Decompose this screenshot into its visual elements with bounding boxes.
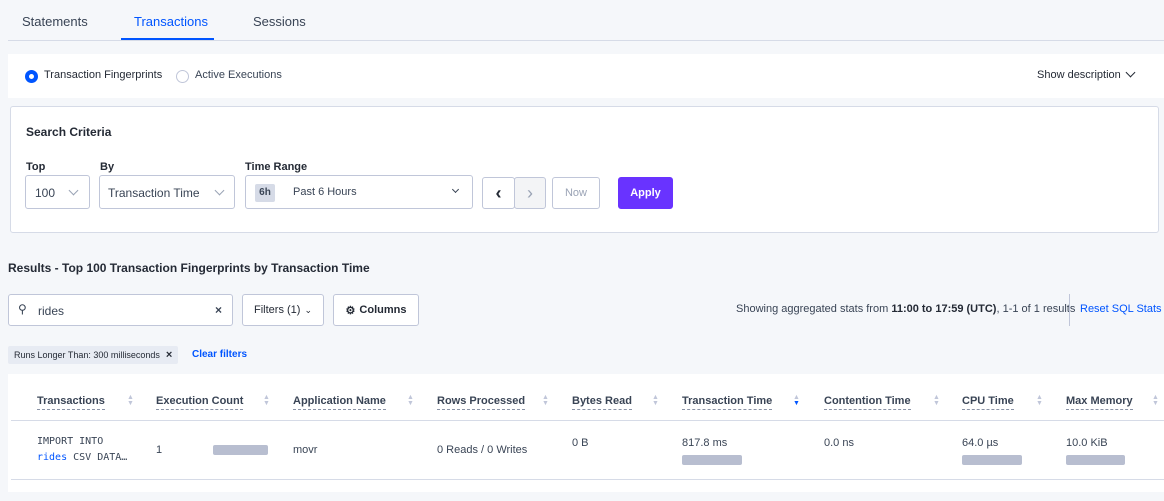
- remove-filter-icon[interactable]: ×: [165, 349, 173, 361]
- time-range-label: Time Range: [245, 161, 308, 173]
- max-memory: 10.0 KiB: [1066, 437, 1108, 449]
- top-value: 100: [35, 186, 56, 200]
- search-icon: ⚲: [18, 302, 27, 316]
- clear-search-icon[interactable]: ×: [215, 303, 223, 317]
- columns-button[interactable]: ⚙ Columns: [333, 294, 419, 326]
- tab-statements[interactable]: Statements: [22, 14, 88, 29]
- filter-tag-label: Runs Longer Than: 300 milliseconds: [14, 350, 160, 360]
- sort-icon[interactable]: ▲ ▼: [652, 394, 659, 407]
- sort-descending-icon[interactable]: ▲ ▼: [793, 394, 800, 407]
- execution-count: 1: [156, 444, 163, 456]
- column-header-contention-time[interactable]: Contention Time: [824, 395, 911, 410]
- transaction-text[interactable]: IMPORT INTO: [37, 436, 104, 447]
- cpu-time: 64.0 µs: [962, 437, 999, 449]
- by-select[interactable]: Transaction Time: [99, 175, 235, 209]
- columns-label: Columns: [359, 304, 407, 316]
- search-value: rides: [38, 304, 65, 318]
- radio-label[interactable]: Transaction Fingerprints: [44, 69, 163, 81]
- top-label: Top: [26, 161, 46, 173]
- max-memory-bar: [1066, 455, 1125, 465]
- chevron-right-icon: ›: [527, 182, 533, 203]
- reset-sql-stats-link[interactable]: Reset SQL Stats: [1080, 303, 1162, 315]
- sort-icon[interactable]: ▲ ▼: [933, 394, 940, 407]
- filters-button[interactable]: Filters (1) ⌄: [242, 294, 324, 326]
- filter-tag: Runs Longer Than: 300 milliseconds ×: [8, 346, 179, 364]
- chevron-left-icon: ‹: [495, 182, 502, 203]
- sort-icon[interactable]: ▲ ▼: [407, 394, 414, 407]
- sort-icon[interactable]: ▲ ▼: [127, 394, 134, 407]
- radio-label[interactable]: Active Executions: [195, 69, 282, 81]
- results-title: Results - Top 100 Transaction Fingerprin…: [8, 261, 370, 275]
- column-header-cpu-time[interactable]: CPU Time: [962, 395, 1014, 410]
- time-range-select[interactable]: 6h Past 6 Hours: [245, 175, 473, 209]
- previous-time-button[interactable]: ‹: [482, 177, 515, 209]
- chevron-down-icon: ⌄: [304, 304, 312, 315]
- by-value: Transaction Time: [108, 186, 200, 200]
- execution-count-bar: [213, 445, 268, 455]
- cpu-time-bar: [962, 455, 1022, 465]
- now-button[interactable]: Now: [552, 177, 600, 209]
- search-criteria-title: Search Criteria: [26, 125, 112, 139]
- bytes-read: 0 B: [572, 437, 589, 449]
- filters-label: Filters (1): [254, 304, 301, 316]
- time-range-badge: 6h: [255, 184, 275, 202]
- sort-icon[interactable]: ▲ ▼: [542, 394, 549, 407]
- transactions-table: [8, 374, 1164, 492]
- tab-transactions[interactable]: Transactions: [134, 14, 208, 29]
- top-select[interactable]: 100: [25, 175, 90, 209]
- radio-active-executions[interactable]: [176, 70, 189, 83]
- gear-icon: ⚙: [345, 304, 356, 317]
- rows-processed: 0 Reads / 0 Writes: [437, 444, 528, 456]
- chevron-down-icon: [1125, 67, 1136, 78]
- column-header-max-memory[interactable]: Max Memory: [1066, 395, 1133, 410]
- application-name: movr: [293, 444, 318, 456]
- column-header-application-name[interactable]: Application Name: [293, 395, 386, 410]
- column-header-transaction-time[interactable]: Transaction Time: [682, 395, 773, 410]
- search-criteria-panel: Search Criteria: [10, 106, 1159, 233]
- divider: [1069, 294, 1070, 326]
- transaction-link[interactable]: rides CSV DATA…: [37, 452, 128, 463]
- tab-sessions[interactable]: Sessions: [253, 14, 306, 29]
- sort-icon[interactable]: ▲ ▼: [1152, 394, 1159, 407]
- column-header-bytes-read[interactable]: Bytes Read: [572, 395, 632, 410]
- transaction-time: 817.8 ms: [682, 437, 728, 449]
- stats-summary: Showing aggregated stats from 11:00 to 1…: [736, 303, 1076, 315]
- column-header-execution-count[interactable]: Execution Count: [156, 395, 244, 410]
- apply-button[interactable]: Apply: [618, 177, 673, 209]
- column-header-rows-processed[interactable]: Rows Processed: [437, 395, 526, 410]
- contention-time: 0.0 ns: [824, 437, 854, 449]
- transaction-time-bar: [682, 455, 742, 465]
- show-description-button[interactable]: Show description: [1037, 69, 1121, 81]
- column-header-transactions[interactable]: Transactions: [37, 395, 105, 410]
- chevron-down-icon: [214, 185, 225, 196]
- chevron-down-icon: [68, 185, 79, 196]
- by-label: By: [100, 161, 115, 173]
- search-input[interactable]: ⚲ rides ×: [8, 294, 233, 326]
- view-selector-panel: Transaction Fingerprints Active Executio…: [8, 54, 1164, 98]
- sort-icon[interactable]: ▲ ▼: [263, 394, 270, 407]
- radio-transaction-fingerprints[interactable]: [25, 70, 38, 83]
- chevron-down-icon: [451, 185, 460, 194]
- clear-filters-link[interactable]: Clear filters: [192, 349, 248, 360]
- next-time-button[interactable]: ›: [514, 177, 546, 209]
- tab-divider: [8, 40, 1164, 41]
- time-range-value: Past 6 Hours: [293, 186, 357, 198]
- sort-icon[interactable]: ▲ ▼: [1036, 394, 1043, 407]
- active-tab-indicator: [121, 38, 214, 40]
